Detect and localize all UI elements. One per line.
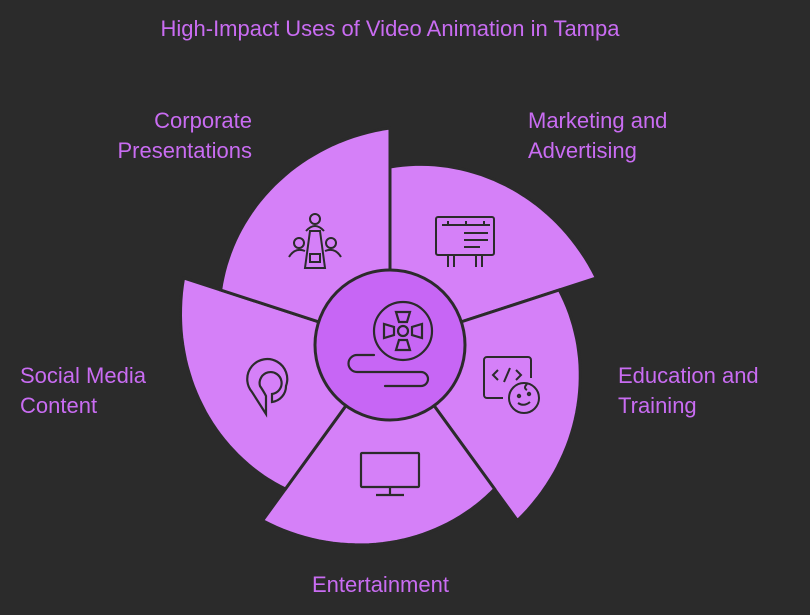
segment-entertainment: [260, 342, 497, 547]
label-line: Entertainment: [312, 572, 449, 597]
diagram-title: High-Impact Uses of Video Animation in T…: [160, 16, 620, 41]
label-line: Training: [618, 393, 697, 418]
label-line: Presentations: [117, 138, 252, 163]
label-entertainment: Entertainment: [312, 570, 449, 600]
label-line: Marketing and: [528, 108, 668, 133]
label-corporate: Corporate Presentations: [117, 106, 252, 166]
label-line: Advertising: [528, 138, 637, 163]
label-line: Social Media: [20, 363, 146, 388]
label-education: Education and Training: [618, 361, 759, 421]
film-reel-icon: [347, 300, 434, 388]
label-line: Corporate: [154, 108, 252, 133]
label-line: Content: [20, 393, 98, 418]
social-pin-icon: [246, 358, 289, 418]
center-hub: [313, 268, 467, 422]
label-social-media: Social Media Content: [20, 361, 146, 421]
code-learning-icon: [483, 356, 540, 414]
billboard-icon: [435, 216, 495, 267]
monitor-icon: [359, 451, 421, 497]
label-line: Education and: [618, 363, 759, 388]
meeting-icon: [288, 213, 342, 269]
label-marketing: Marketing and Advertising: [528, 106, 667, 166]
